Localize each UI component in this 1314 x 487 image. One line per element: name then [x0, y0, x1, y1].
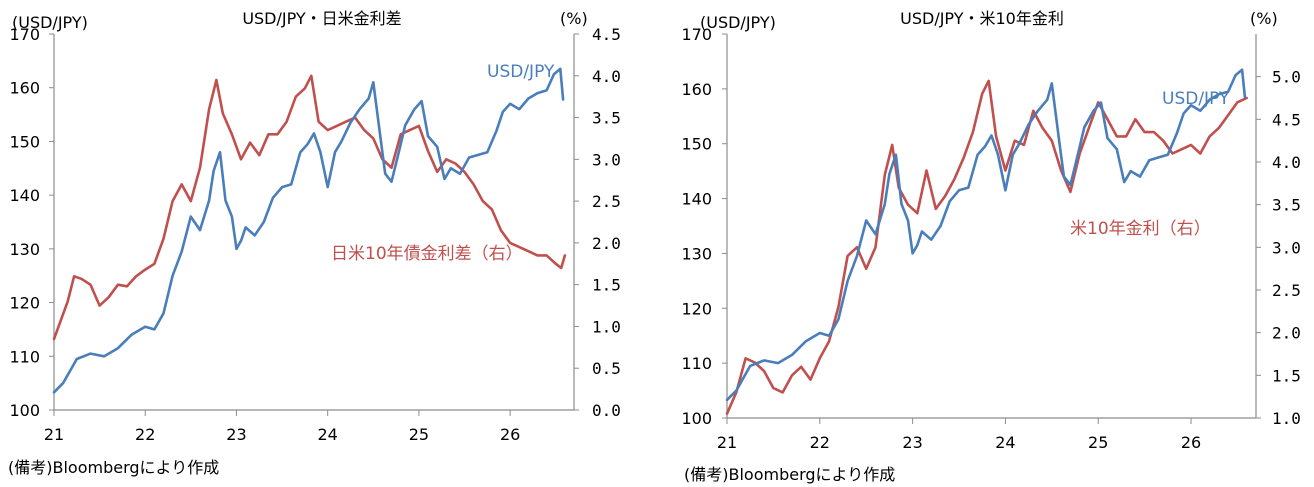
- us10y-series-label: 米10年金利（右）: [1070, 219, 1211, 239]
- source-note: (備考)Bloombergにより作成: [684, 465, 895, 484]
- left-tick-label: 140: [9, 186, 40, 205]
- right-tick-label: 1.0: [1272, 409, 1301, 428]
- left-tick-label: 130: [681, 244, 712, 263]
- x-tick-label: 23: [902, 433, 922, 452]
- right-tick-label: 1.0: [592, 317, 621, 336]
- right-tick-label: 4.0: [1272, 153, 1301, 172]
- left-axis-unit: (USD/JPY): [12, 13, 88, 32]
- usdjpy-series-line: [725, 68, 1247, 402]
- left-tick-label: 100: [9, 401, 40, 420]
- left-tick-label: 150: [9, 132, 40, 151]
- right-tick-label: 2.5: [592, 192, 621, 211]
- rate-series-line: [52, 74, 567, 341]
- right-tick-label: 3.5: [1272, 196, 1301, 215]
- x-tick-label: 25: [1088, 433, 1108, 452]
- right-tick-label: 5.0: [1272, 68, 1301, 87]
- right-tick-label: 4.5: [1272, 110, 1301, 129]
- spread-series-label: 日米10年債金利差（右）: [331, 244, 523, 264]
- left-axis-unit: (USD/JPY): [700, 13, 776, 32]
- left-tick-label: 120: [9, 294, 40, 313]
- left-tick-label: 140: [681, 190, 712, 209]
- x-tick-label: 21: [44, 425, 64, 444]
- right-tick-label: 2.0: [1272, 324, 1301, 343]
- right-tick-label: 3.0: [592, 150, 621, 169]
- right-tick-label: 3.5: [592, 109, 621, 128]
- chart-usdjpy-us10y: USD/JPY・米10年金利 (USD/JPY) (%) (備考)Bloombe…: [681, 9, 1300, 484]
- right-tick-label: 4.5: [592, 25, 621, 44]
- usdjpy-series-label: USD/JPY: [487, 62, 555, 82]
- right-tick-label: 1.5: [1272, 366, 1301, 385]
- right-tick-label: 2.0: [592, 234, 621, 253]
- chart-title: USD/JPY・米10年金利: [900, 9, 1064, 28]
- right-tick-label: 2.5: [1272, 281, 1301, 300]
- left-tick-label: 110: [9, 347, 40, 366]
- source-note: (備考)Bloombergにより作成: [8, 458, 219, 477]
- x-tick-label: 22: [135, 425, 155, 444]
- left-tick-label: 150: [681, 135, 712, 154]
- right-tick-label: 3.0: [1272, 238, 1301, 257]
- x-tick-label: 25: [409, 425, 429, 444]
- chart-title: USD/JPY・日米金利差: [242, 9, 401, 28]
- right-tick-label: 4.0: [592, 67, 621, 86]
- left-tick-label: 130: [9, 240, 40, 259]
- usdjpy-series-label: USD/JPY: [1162, 89, 1230, 109]
- x-tick-label: 26: [500, 425, 520, 444]
- x-tick-label: 21: [717, 433, 737, 452]
- right-axis-unit: (%): [560, 9, 588, 28]
- right-tick-label: 0.0: [592, 401, 621, 420]
- x-tick-label: 26: [1181, 433, 1201, 452]
- right-axis-unit: (%): [1250, 9, 1278, 28]
- right-tick-label: 1.5: [592, 276, 621, 295]
- usdjpy-series-line: [52, 67, 565, 394]
- left-tick-label: 170: [9, 25, 40, 44]
- left-tick-label: 170: [681, 25, 712, 44]
- x-tick-label: 24: [318, 425, 338, 444]
- x-tick-label: 24: [995, 433, 1015, 452]
- x-tick-label: 22: [810, 433, 830, 452]
- left-tick-label: 100: [681, 409, 712, 428]
- right-tick-label: 0.5: [592, 359, 621, 378]
- left-tick-label: 160: [681, 80, 712, 99]
- rate-series-line: [725, 79, 1248, 415]
- x-tick-label: 23: [226, 425, 246, 444]
- left-tick-label: 120: [681, 299, 712, 318]
- left-tick-label: 160: [9, 79, 40, 98]
- left-tick-label: 110: [681, 354, 712, 373]
- chart-usdjpy-rate-spread: USD/JPY・日米金利差 (USD/JPY) (%) (備考)Bloomber…: [8, 9, 621, 477]
